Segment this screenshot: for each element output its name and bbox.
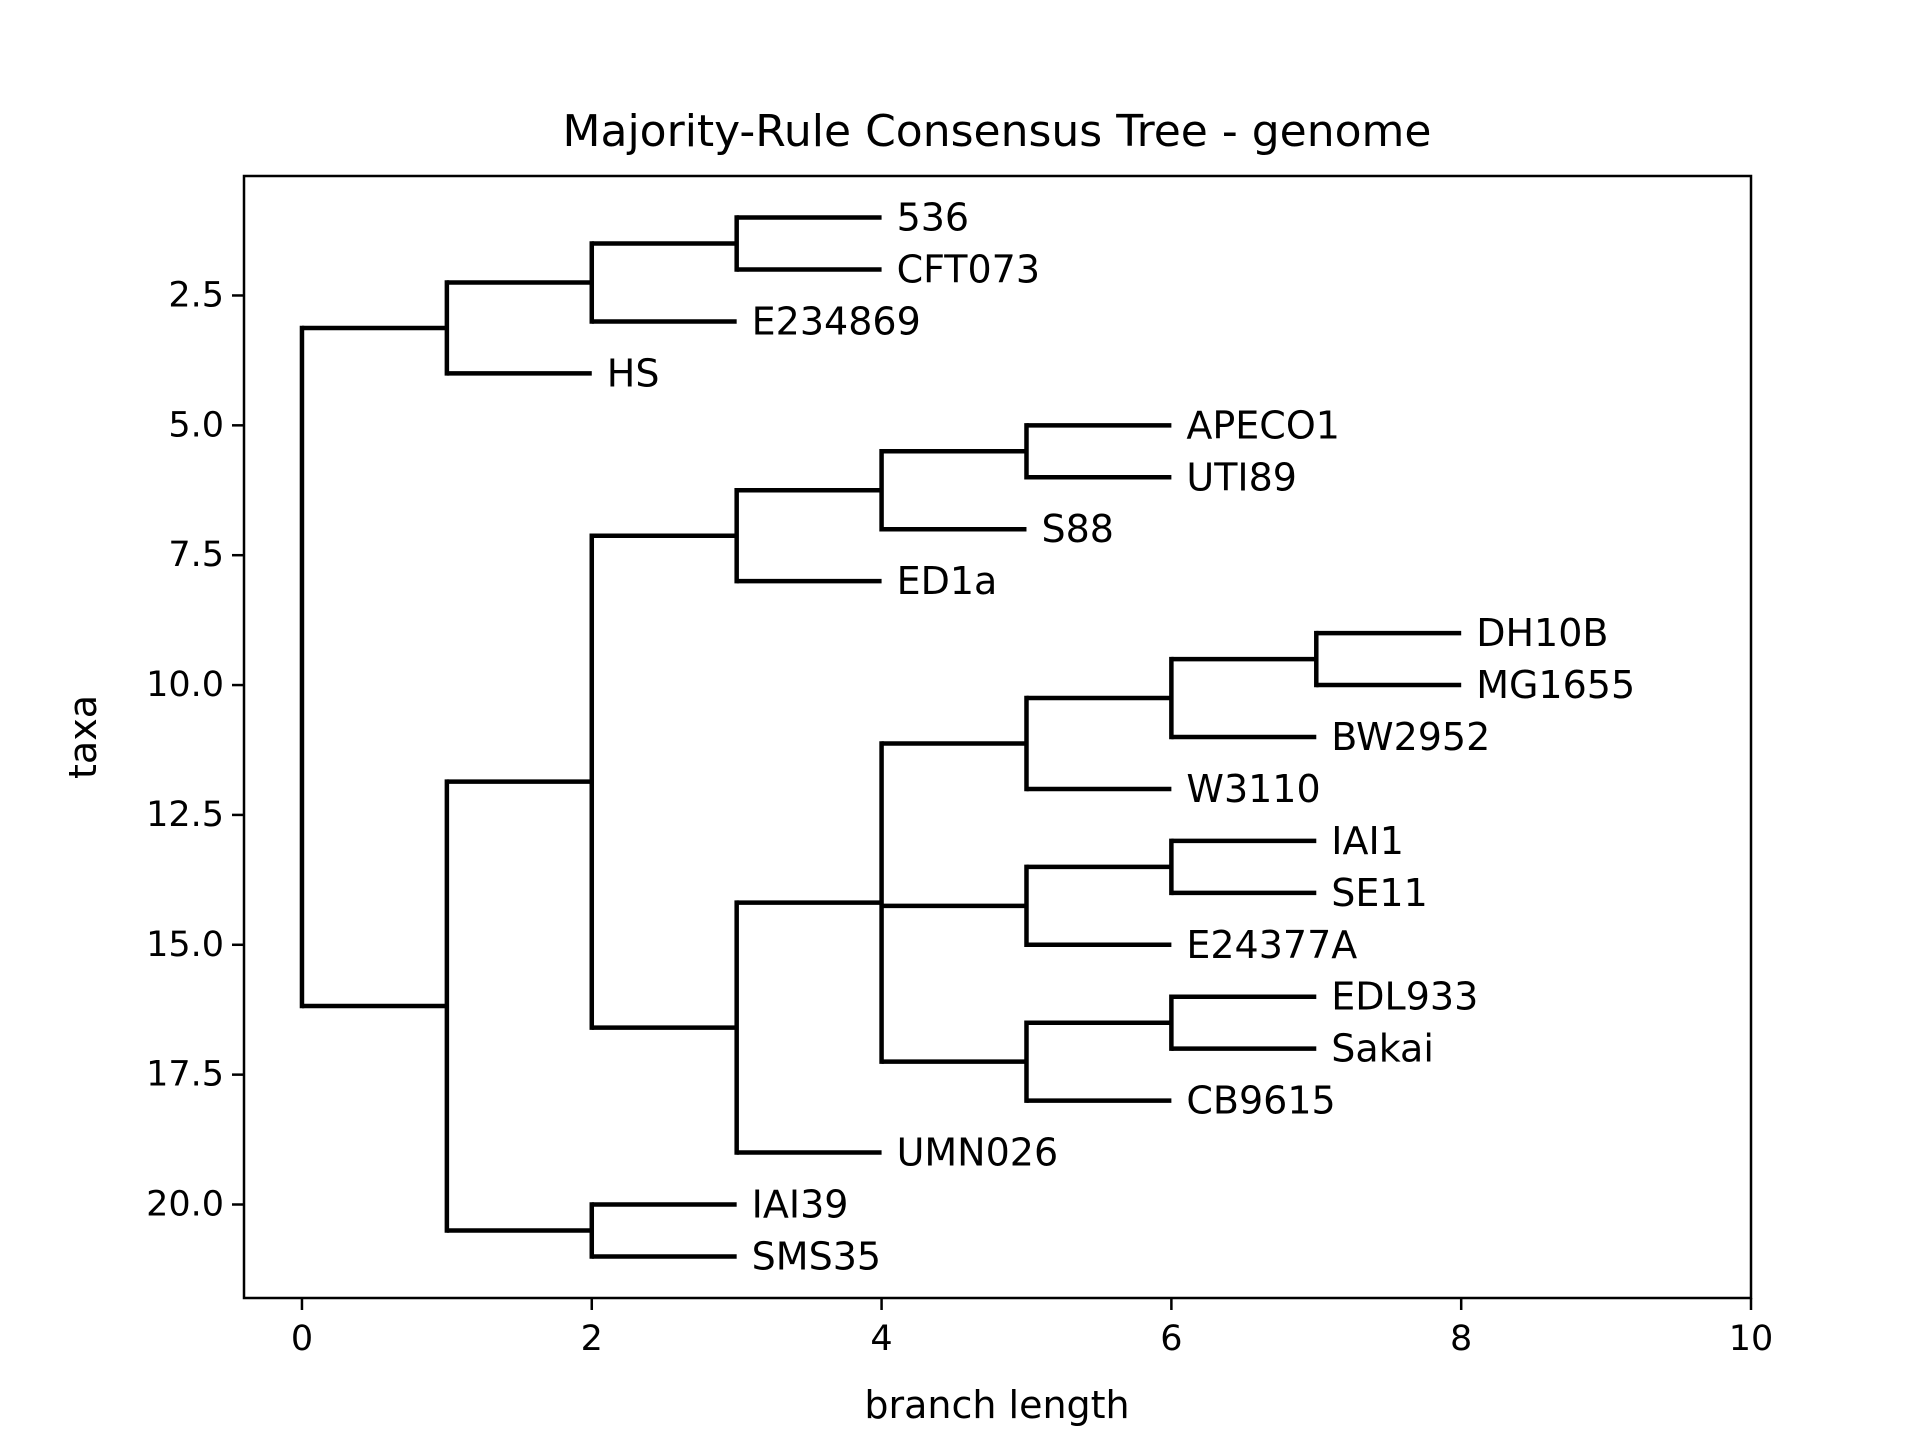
y-tick-label: 2.5 (168, 275, 224, 315)
chart-title: Majority-Rule Consensus Tree - genome (563, 106, 1432, 157)
leaf-label-w3110: W3110 (1186, 767, 1320, 811)
y-tick-label: 15.0 (146, 925, 224, 965)
x-tick-label: 2 (581, 1319, 603, 1359)
leaf-label-umn026: UMN026 (897, 1131, 1059, 1175)
y-tick-label: 20.0 (146, 1185, 224, 1225)
leaf-label-iai39: IAI39 (752, 1183, 849, 1227)
leaf-label-se11: SE11 (1331, 871, 1427, 915)
y-tick-label: 5.0 (168, 405, 224, 445)
plot-frame (242, 174, 1753, 1300)
y-axis-label: taxa (61, 695, 105, 779)
leaf-label-536: 536 (897, 196, 970, 240)
leaf-label-dh10b: DH10B (1476, 611, 1608, 655)
leaf-label-ed1a: ED1a (897, 559, 998, 603)
leaf-label-edl933: EDL933 (1331, 975, 1478, 1019)
leaf-label-e24377a: E24377A (1186, 923, 1357, 967)
leaf-label-sms35: SMS35 (752, 1234, 881, 1278)
axes: 0 2 4 6 8 10 2.5 5.0 7.5 10.0 12.5 15.0 17.5 20.0 (146, 275, 1773, 1359)
y-tick-label: 12.5 (146, 795, 224, 835)
leaf-label-e234869: E234869 (752, 299, 921, 343)
leaf-label-s88: S88 (1041, 507, 1113, 551)
x-tick-label: 4 (870, 1319, 892, 1359)
leaf-label-cb9615: CB9615 (1186, 1079, 1335, 1123)
leaf-label-uti89: UTI89 (1186, 455, 1297, 499)
leaf-label-sakai: Sakai (1331, 1027, 1434, 1071)
x-axis-label: branch length (864, 1383, 1129, 1427)
leaf-label-iai1: IAI1 (1331, 819, 1404, 863)
x-tick-label: 10 (1729, 1319, 1774, 1359)
y-tick-label: 10.0 (146, 665, 224, 705)
leaf-label-mg1655: MG1655 (1476, 663, 1635, 707)
leaf-label-cft073: CFT073 (897, 248, 1040, 292)
leaf-labels: 536 CFT073 E234869 HS APECO1 UTI89 S88 ED1a DH10… (607, 196, 1635, 1279)
y-tick-label: 7.5 (168, 535, 224, 575)
leaf-label-hs: HS (607, 351, 660, 395)
x-tick-label: 8 (1450, 1319, 1472, 1359)
x-tick-label: 0 (291, 1319, 313, 1359)
leaf-label-bw2952: BW2952 (1331, 715, 1490, 759)
leaf-label-apeco1: APECO1 (1186, 403, 1340, 447)
x-tick-label: 6 (1160, 1319, 1182, 1359)
y-tick-label: 17.5 (146, 1055, 224, 1095)
tree-branches (299, 215, 1462, 1259)
